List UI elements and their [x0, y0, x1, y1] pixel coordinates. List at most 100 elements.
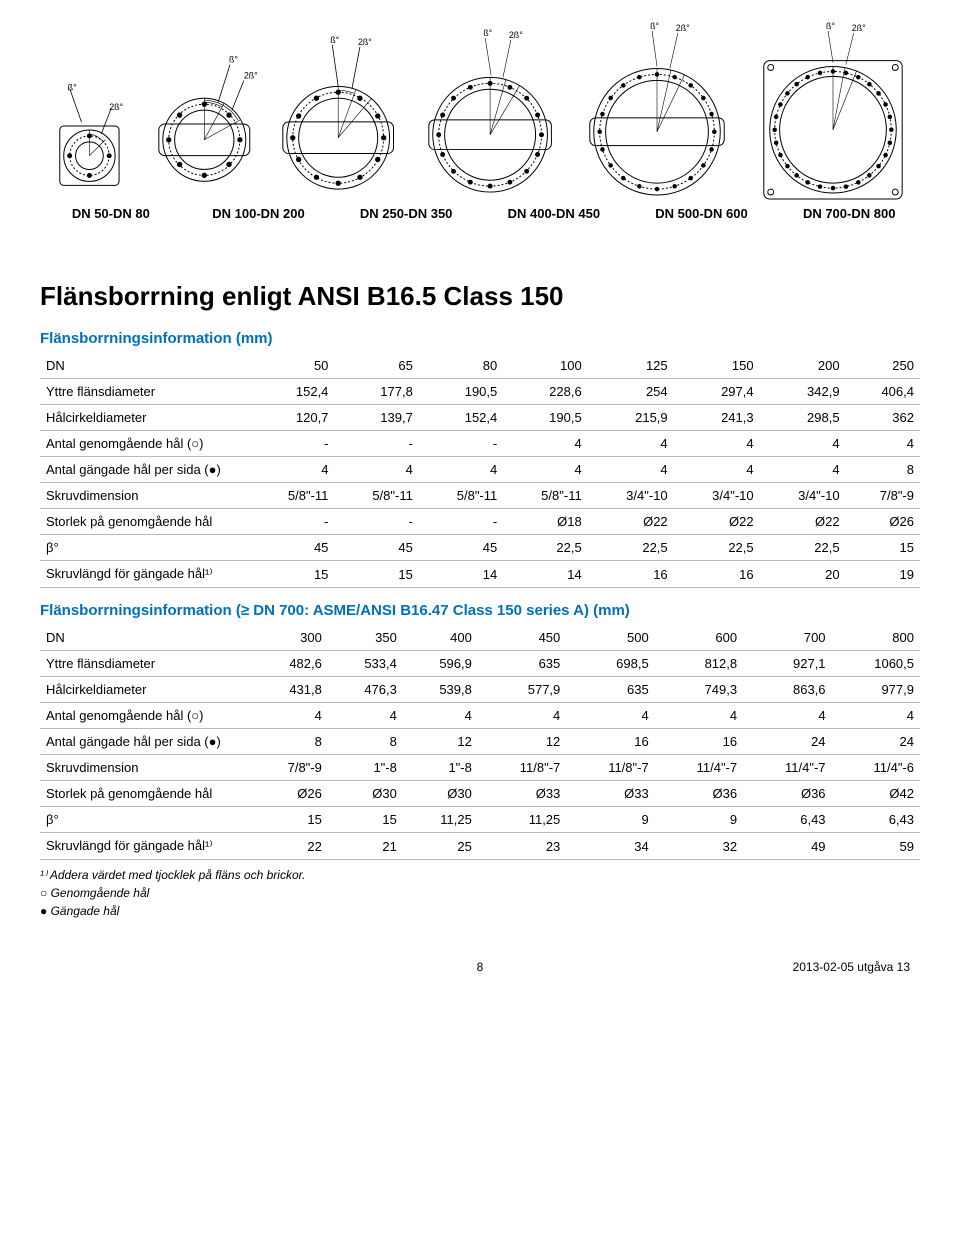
table2: DN300350400450500600700800 Yttre flänsdi…	[40, 625, 920, 860]
table-cell: 863,6	[743, 677, 831, 703]
table-cell: Yttre flänsdiameter	[40, 379, 250, 405]
table-cell: Skruvdimension	[40, 755, 250, 781]
table-cell: Storlek på genomgående hål	[40, 509, 250, 535]
table-cell: 32	[655, 833, 743, 860]
table-cell: 6,43	[743, 807, 831, 833]
table-cell: 45	[419, 535, 503, 561]
table-cell: 476,3	[328, 677, 403, 703]
table-row: Antal gängade hål per sida (●)44444448	[40, 457, 920, 483]
table-cell: 12	[478, 729, 566, 755]
table-cell: 190,5	[419, 379, 503, 405]
table-cell: 16	[655, 729, 743, 755]
dn-label: DN 500-DN 600	[631, 206, 773, 221]
page-number: 8	[337, 960, 624, 974]
column-header: 700	[743, 625, 831, 651]
table-cell: Skruvlängd för gängade hål¹⁾	[40, 833, 250, 860]
table-cell: 15	[328, 807, 403, 833]
table-cell: Ø33	[566, 781, 654, 807]
table-cell: 698,5	[566, 651, 654, 677]
table-row: Antal genomgående hål (○)44444444	[40, 703, 920, 729]
section-title: Flänsborrning enligt ANSI B16.5 Class 15…	[40, 281, 920, 312]
beta-label: ß°	[68, 82, 77, 92]
table-cell: -	[250, 509, 334, 535]
svg-text:2ß°: 2ß°	[358, 37, 372, 47]
table-cell: 1060,5	[832, 651, 920, 677]
table-cell: 596,9	[403, 651, 478, 677]
table-cell: Skruvlängd för gängade hål¹⁾	[40, 561, 250, 588]
table-cell: 4	[334, 457, 418, 483]
table-row: Skruvlängd för gängade hål¹⁾222125233432…	[40, 833, 920, 860]
table-cell: 406,4	[846, 379, 920, 405]
table-cell: 12	[403, 729, 478, 755]
table-row: Antal gängade hål per sida (●)8812121616…	[40, 729, 920, 755]
svg-text:2ß°: 2ß°	[509, 30, 523, 40]
table-cell: -	[250, 431, 334, 457]
column-header: 100	[503, 353, 587, 379]
table-cell: 4	[403, 703, 478, 729]
table-cell: 4	[250, 703, 328, 729]
table-cell: Storlek på genomgående hål	[40, 781, 250, 807]
table-row: Hålcirkeldiameter120,7139,7152,4190,5215…	[40, 405, 920, 431]
dn-label: DN 700-DN 800	[778, 206, 920, 221]
table-cell: 4	[503, 431, 587, 457]
table-cell: 14	[503, 561, 587, 588]
table-cell: 3/4"-10	[674, 483, 760, 509]
table-cell: 4	[503, 457, 587, 483]
footnote: ¹⁾ Addera värdet med tjocklek på fläns o…	[40, 866, 920, 884]
table-cell: 22,5	[503, 535, 587, 561]
table-cell: 139,7	[334, 405, 418, 431]
table-cell: 8	[846, 457, 920, 483]
flange-diagram-1: ß° 2ß°	[40, 60, 139, 200]
table-cell: 11/4"-7	[655, 755, 743, 781]
svg-text:2ß°: 2ß°	[676, 23, 690, 33]
table-cell: 215,9	[588, 405, 674, 431]
table-row: Hålcirkeldiameter431,8476,3539,8577,9635…	[40, 677, 920, 703]
page-footer: 8 2013-02-05 utgåva 13	[40, 960, 920, 974]
table-cell: 20	[760, 561, 846, 588]
table-cell: 533,4	[328, 651, 403, 677]
flange-diagram-6: ß° 2ß°	[747, 20, 920, 200]
table-cell: Antal gängade hål per sida (●)	[40, 457, 250, 483]
column-header: DN	[40, 625, 250, 651]
column-header: 250	[846, 353, 920, 379]
table-cell: 5/8"-11	[503, 483, 587, 509]
table-cell: 11/8"-7	[478, 755, 566, 781]
flange-diagrams-row: ß° 2ß° ß° 2ß°	[40, 20, 920, 200]
table-cell: Ø22	[588, 509, 674, 535]
table-row: Storlek på genomgående hålØ26Ø30Ø30Ø33Ø3…	[40, 781, 920, 807]
table-cell: Ø30	[403, 781, 478, 807]
table-cell: 22	[250, 833, 328, 860]
table-row: Skruvlängd för gängade hål¹⁾151514141616…	[40, 561, 920, 588]
table-cell: 16	[588, 561, 674, 588]
table-cell: 152,4	[419, 405, 503, 431]
table-cell: Antal genomgående hål (○)	[40, 703, 250, 729]
table-cell: 22,5	[588, 535, 674, 561]
table1-heading: Flänsborrningsinformation (mm)	[40, 330, 920, 347]
table-cell: 24	[743, 729, 831, 755]
footnote: ● Gängade hål	[40, 902, 920, 920]
table-cell: Ø22	[674, 509, 760, 535]
table1: DN506580100125150200250 Yttre flänsdiame…	[40, 353, 920, 588]
table-cell: 8	[328, 729, 403, 755]
table-cell: 5/8"-11	[250, 483, 334, 509]
table-cell: 25	[403, 833, 478, 860]
table-cell: 22,5	[760, 535, 846, 561]
table-row: Yttre flänsdiameter482,6533,4596,9635698…	[40, 651, 920, 677]
table-cell: 3/4"-10	[588, 483, 674, 509]
table-cell: 59	[832, 833, 920, 860]
svg-text:ß°: ß°	[229, 55, 238, 65]
table-cell: 15	[250, 807, 328, 833]
table-cell: 4	[478, 703, 566, 729]
svg-text:ß°: ß°	[826, 21, 835, 31]
table-cell: 927,1	[743, 651, 831, 677]
table-cell: 7/8"-9	[250, 755, 328, 781]
table-cell: -	[334, 431, 418, 457]
table-cell: 4	[419, 457, 503, 483]
table-cell: 22,5	[674, 535, 760, 561]
column-header: 80	[419, 353, 503, 379]
svg-text:2ß°: 2ß°	[244, 70, 258, 80]
dn-label: DN 400-DN 450	[483, 206, 625, 221]
table-cell: 228,6	[503, 379, 587, 405]
column-header: 65	[334, 353, 418, 379]
table-cell: 749,3	[655, 677, 743, 703]
